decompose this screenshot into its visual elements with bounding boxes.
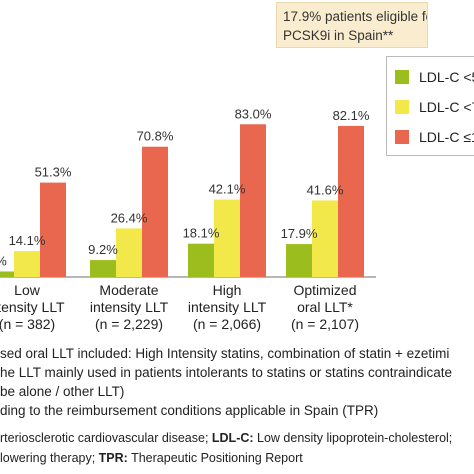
category-label-2-line-0: High bbox=[213, 282, 242, 298]
abbrev-text: lowering therapy; bbox=[0, 451, 99, 465]
legend-swatch-red bbox=[395, 130, 409, 144]
bar-ldl-1-0 bbox=[40, 182, 66, 277]
category-label-0-line-0: Low bbox=[14, 282, 41, 298]
abbrev-term: LDL-C: bbox=[211, 431, 254, 445]
footnote-line-2: he LLT mainly used in patients intoleran… bbox=[0, 365, 452, 380]
category-label-3-line-2: (n = 2,107) bbox=[291, 316, 359, 332]
abbrev-text: rteriosclerotic cardiovascular disease; bbox=[0, 431, 212, 445]
data-label-ldl-5-3: 17.9% bbox=[281, 226, 318, 241]
legend-label-ldl-1: LDL-C ≤1 bbox=[419, 129, 474, 145]
abbrev-term: TPR: bbox=[98, 451, 128, 465]
eligibility-callout: 17.9% patients eligible for PCSK9i in Sp… bbox=[276, 2, 428, 48]
abbrev-text: Low density lipoprotein-cholesterol; bbox=[253, 431, 453, 445]
category-label-0-line-1: ntensity LLT bbox=[0, 299, 65, 315]
bar-ldl-1-2 bbox=[240, 124, 266, 277]
bar-ldl-5-1 bbox=[90, 260, 116, 277]
bar-ldl-1-1 bbox=[142, 146, 168, 277]
bar-ldl-1-3 bbox=[338, 125, 364, 277]
bar-ldl-7-2 bbox=[214, 199, 240, 277]
category-label-1-line-1: intensity LLT bbox=[90, 299, 169, 315]
bar-ldl-5-3 bbox=[286, 244, 312, 277]
category-label-1-line-0: Moderate bbox=[99, 282, 158, 298]
data-label-ldl-1-3: 82.1% bbox=[333, 108, 370, 123]
bar-ldl-5-2 bbox=[188, 243, 214, 277]
callout-line-2: PCSK9i in Spain** bbox=[283, 28, 394, 43]
data-label-ldl-1-2: 83.0% bbox=[235, 106, 272, 121]
abbreviation-line-1: rteriosclerotic cardiovascular disease; … bbox=[0, 428, 474, 448]
category-label-3-line-1: oral LLT* bbox=[297, 299, 353, 315]
bar-ldl-7-0 bbox=[14, 251, 40, 277]
data-label-ldl-7-3: 41.6% bbox=[307, 182, 344, 197]
category-label-3-line-0: Optimized bbox=[293, 282, 356, 298]
abbreviation-line-2: lowering therapy; TPR: Therapeutic Posit… bbox=[0, 448, 474, 468]
bar-ldl-7-1 bbox=[116, 228, 142, 277]
category-label-0-line-2: (n = 382) bbox=[0, 316, 55, 332]
bar-chart: % 9.2% 18.1% 17.9% 14.1% 26.4% 42.1% 41.6% 51.3%… bbox=[0, 106, 376, 332]
legend-label-ldl-5: LDL-C <5 bbox=[419, 69, 474, 85]
data-label-ldl-5-0: % bbox=[0, 253, 7, 268]
category-label-2-line-1: intensity LLT bbox=[188, 299, 267, 315]
data-label-ldl-7-2: 42.1% bbox=[209, 182, 246, 197]
bar-ldl-5-0 bbox=[0, 271, 14, 277]
abbrev-text: Therapeutic Positioning Report bbox=[127, 451, 303, 465]
data-label-ldl-5-1: 9.2% bbox=[88, 242, 118, 257]
data-label-ldl-1-0: 51.3% bbox=[35, 165, 72, 180]
category-label-1-line-2: (n = 2,229) bbox=[95, 316, 163, 332]
footnote-line-4: ding to the reimbursement conditions app… bbox=[0, 403, 379, 418]
legend-label-ldl-7: LDL-C <7 bbox=[419, 99, 474, 115]
chart-legend: LDL-C <5 LDL-C <7 LDL-C ≤1 bbox=[386, 56, 474, 156]
legend-swatch-yellow bbox=[395, 100, 409, 114]
category-label-2-line-2: (n = 2,066) bbox=[193, 316, 261, 332]
legend-swatch-green bbox=[395, 70, 409, 84]
footnotes: sed oral LLT included: High Intensity st… bbox=[0, 344, 474, 420]
callout-line-1: 17.9% patients eligible for bbox=[283, 9, 428, 24]
data-label-ldl-7-1: 26.4% bbox=[111, 210, 148, 225]
data-label-ldl-5-2: 18.1% bbox=[183, 226, 220, 241]
footnote-line-3: be alone / other LLT) bbox=[0, 384, 125, 399]
bar-ldl-7-3 bbox=[312, 200, 338, 277]
data-label-ldl-1-1: 70.8% bbox=[137, 129, 174, 144]
data-label-ldl-7-0: 14.1% bbox=[9, 233, 46, 248]
footnote-line-1: sed oral LLT included: High Intensity st… bbox=[0, 346, 450, 361]
abbreviations: rteriosclerotic cardiovascular disease; … bbox=[0, 428, 474, 468]
